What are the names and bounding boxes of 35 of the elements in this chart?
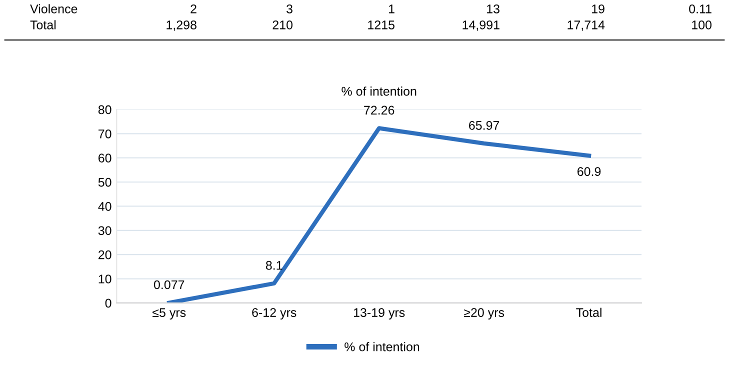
y-tick-label: 50 [98, 178, 112, 187]
y-tick-label: 60 [98, 154, 112, 163]
text: 19 [592, 4, 604, 14]
data-label: 0.077 [154, 280, 184, 290]
text: 0.11 [689, 4, 712, 14]
text: 1 [389, 4, 394, 14]
data-label: 65.97 [469, 120, 500, 130]
x-tick-label: ≤5 yrs [152, 308, 186, 320]
text: Violence [30, 4, 78, 14]
text: 1,298 [166, 20, 196, 31]
y-tick-label: 20 [98, 250, 112, 260]
text: 3 [286, 4, 292, 14]
data-label: 8.1 [266, 260, 282, 270]
text: 17,714 [568, 20, 605, 31]
y-tick-label: 10 [98, 274, 112, 284]
legend-label: % of intention [344, 342, 420, 352]
y-tick-label: 0 [105, 298, 112, 308]
data-label: 60.9 [578, 167, 601, 176]
text: Total [30, 20, 56, 30]
text: 100 [692, 20, 712, 30]
text: 14,991 [462, 20, 500, 31]
x-tick-label: ≥20 yrs [464, 308, 504, 320]
x-tick-label: 6-12 yrs [252, 308, 296, 320]
text: 210 [272, 20, 293, 30]
text: 1215 [368, 20, 394, 30]
chart-title: % of intention [342, 86, 416, 96]
y-tick-label: 40 [98, 202, 112, 211]
data-label: 72.26 [364, 106, 394, 115]
y-tick-label: 70 [98, 129, 112, 138]
x-tick-label: 13-19 yrs [354, 308, 405, 320]
text: 2 [190, 4, 196, 14]
x-tick-label: Total [576, 308, 602, 317]
y-tick-label: 80 [98, 105, 112, 114]
y-tick-label: 30 [98, 226, 112, 236]
text: 13 [487, 4, 500, 14]
